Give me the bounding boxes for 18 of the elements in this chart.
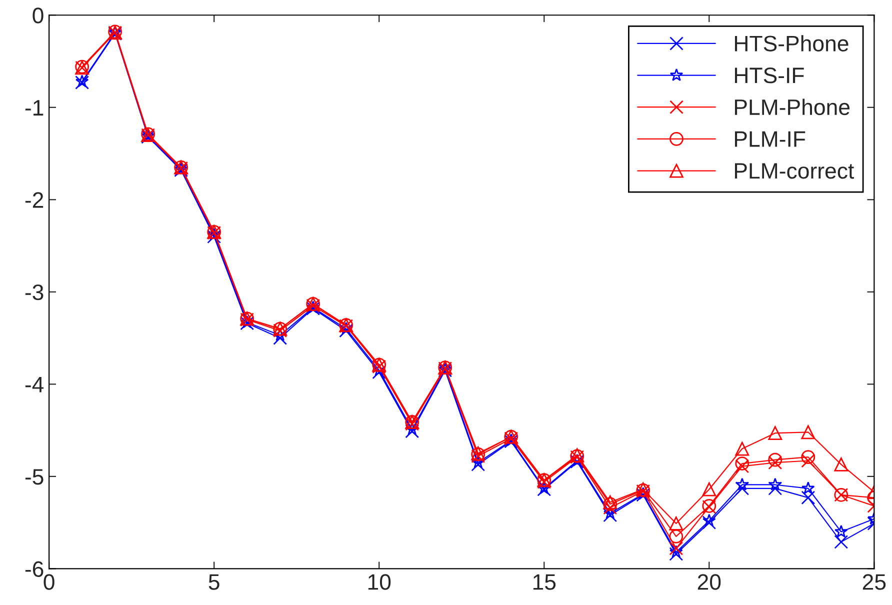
legend-label: PLM-Phone (734, 98, 850, 116)
legend-label: PLM-correct (734, 163, 854, 179)
x-tick-label: 0 (44, 574, 54, 590)
x-tick-label: 20 (698, 574, 721, 590)
legend-label: HTS-IF (734, 68, 804, 84)
y-tick-label: -5 (25, 469, 44, 485)
y-tick-label: 0 (32, 8, 44, 24)
x-tick-label: 15 (533, 574, 556, 590)
legend-label: PLM-IF (734, 131, 806, 147)
legend-label: HTS-Phone (734, 35, 848, 52)
y-tick-label: -4 (25, 376, 44, 392)
y-tick-label: -1 (25, 100, 44, 116)
y-tick-label: -6 (25, 561, 44, 577)
x-tick-label: 10 (368, 574, 391, 590)
x-tick-label: 25 (862, 574, 886, 590)
x-tick-label: 5 (208, 574, 220, 590)
y-tick-label: -2 (25, 192, 44, 208)
y-tick-label: -3 (25, 284, 44, 300)
